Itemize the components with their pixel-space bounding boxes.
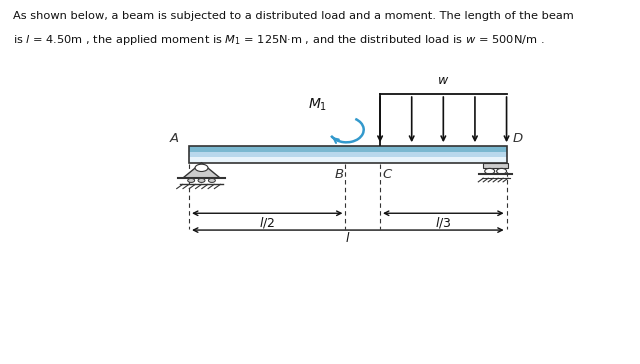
Bar bbox=[483, 163, 508, 168]
Text: $l/2$: $l/2$ bbox=[259, 215, 275, 230]
Circle shape bbox=[198, 178, 205, 182]
Text: C: C bbox=[383, 168, 392, 181]
Bar bbox=[189, 151, 507, 157]
Bar bbox=[189, 157, 507, 163]
Text: $l$: $l$ bbox=[345, 232, 351, 245]
Bar bbox=[189, 146, 507, 151]
Text: D: D bbox=[513, 131, 523, 145]
Circle shape bbox=[209, 178, 215, 182]
Circle shape bbox=[497, 169, 507, 174]
Circle shape bbox=[484, 169, 495, 174]
Bar bbox=[189, 146, 507, 163]
Text: $l/3$: $l/3$ bbox=[435, 215, 452, 230]
Circle shape bbox=[188, 178, 195, 182]
Text: B: B bbox=[334, 168, 344, 181]
Text: is $l$ = 4.50m , the applied moment is $M_1$ = 125N·m , and the distributed load: is $l$ = 4.50m , the applied moment is $… bbox=[13, 33, 545, 47]
Polygon shape bbox=[182, 163, 220, 178]
Text: w: w bbox=[438, 74, 449, 87]
Text: As shown below, a beam is subjected to a distributed load and a moment. The leng: As shown below, a beam is subjected to a… bbox=[13, 11, 573, 21]
Text: A: A bbox=[170, 131, 179, 145]
Text: $M_1$: $M_1$ bbox=[308, 96, 328, 113]
Circle shape bbox=[195, 164, 208, 171]
